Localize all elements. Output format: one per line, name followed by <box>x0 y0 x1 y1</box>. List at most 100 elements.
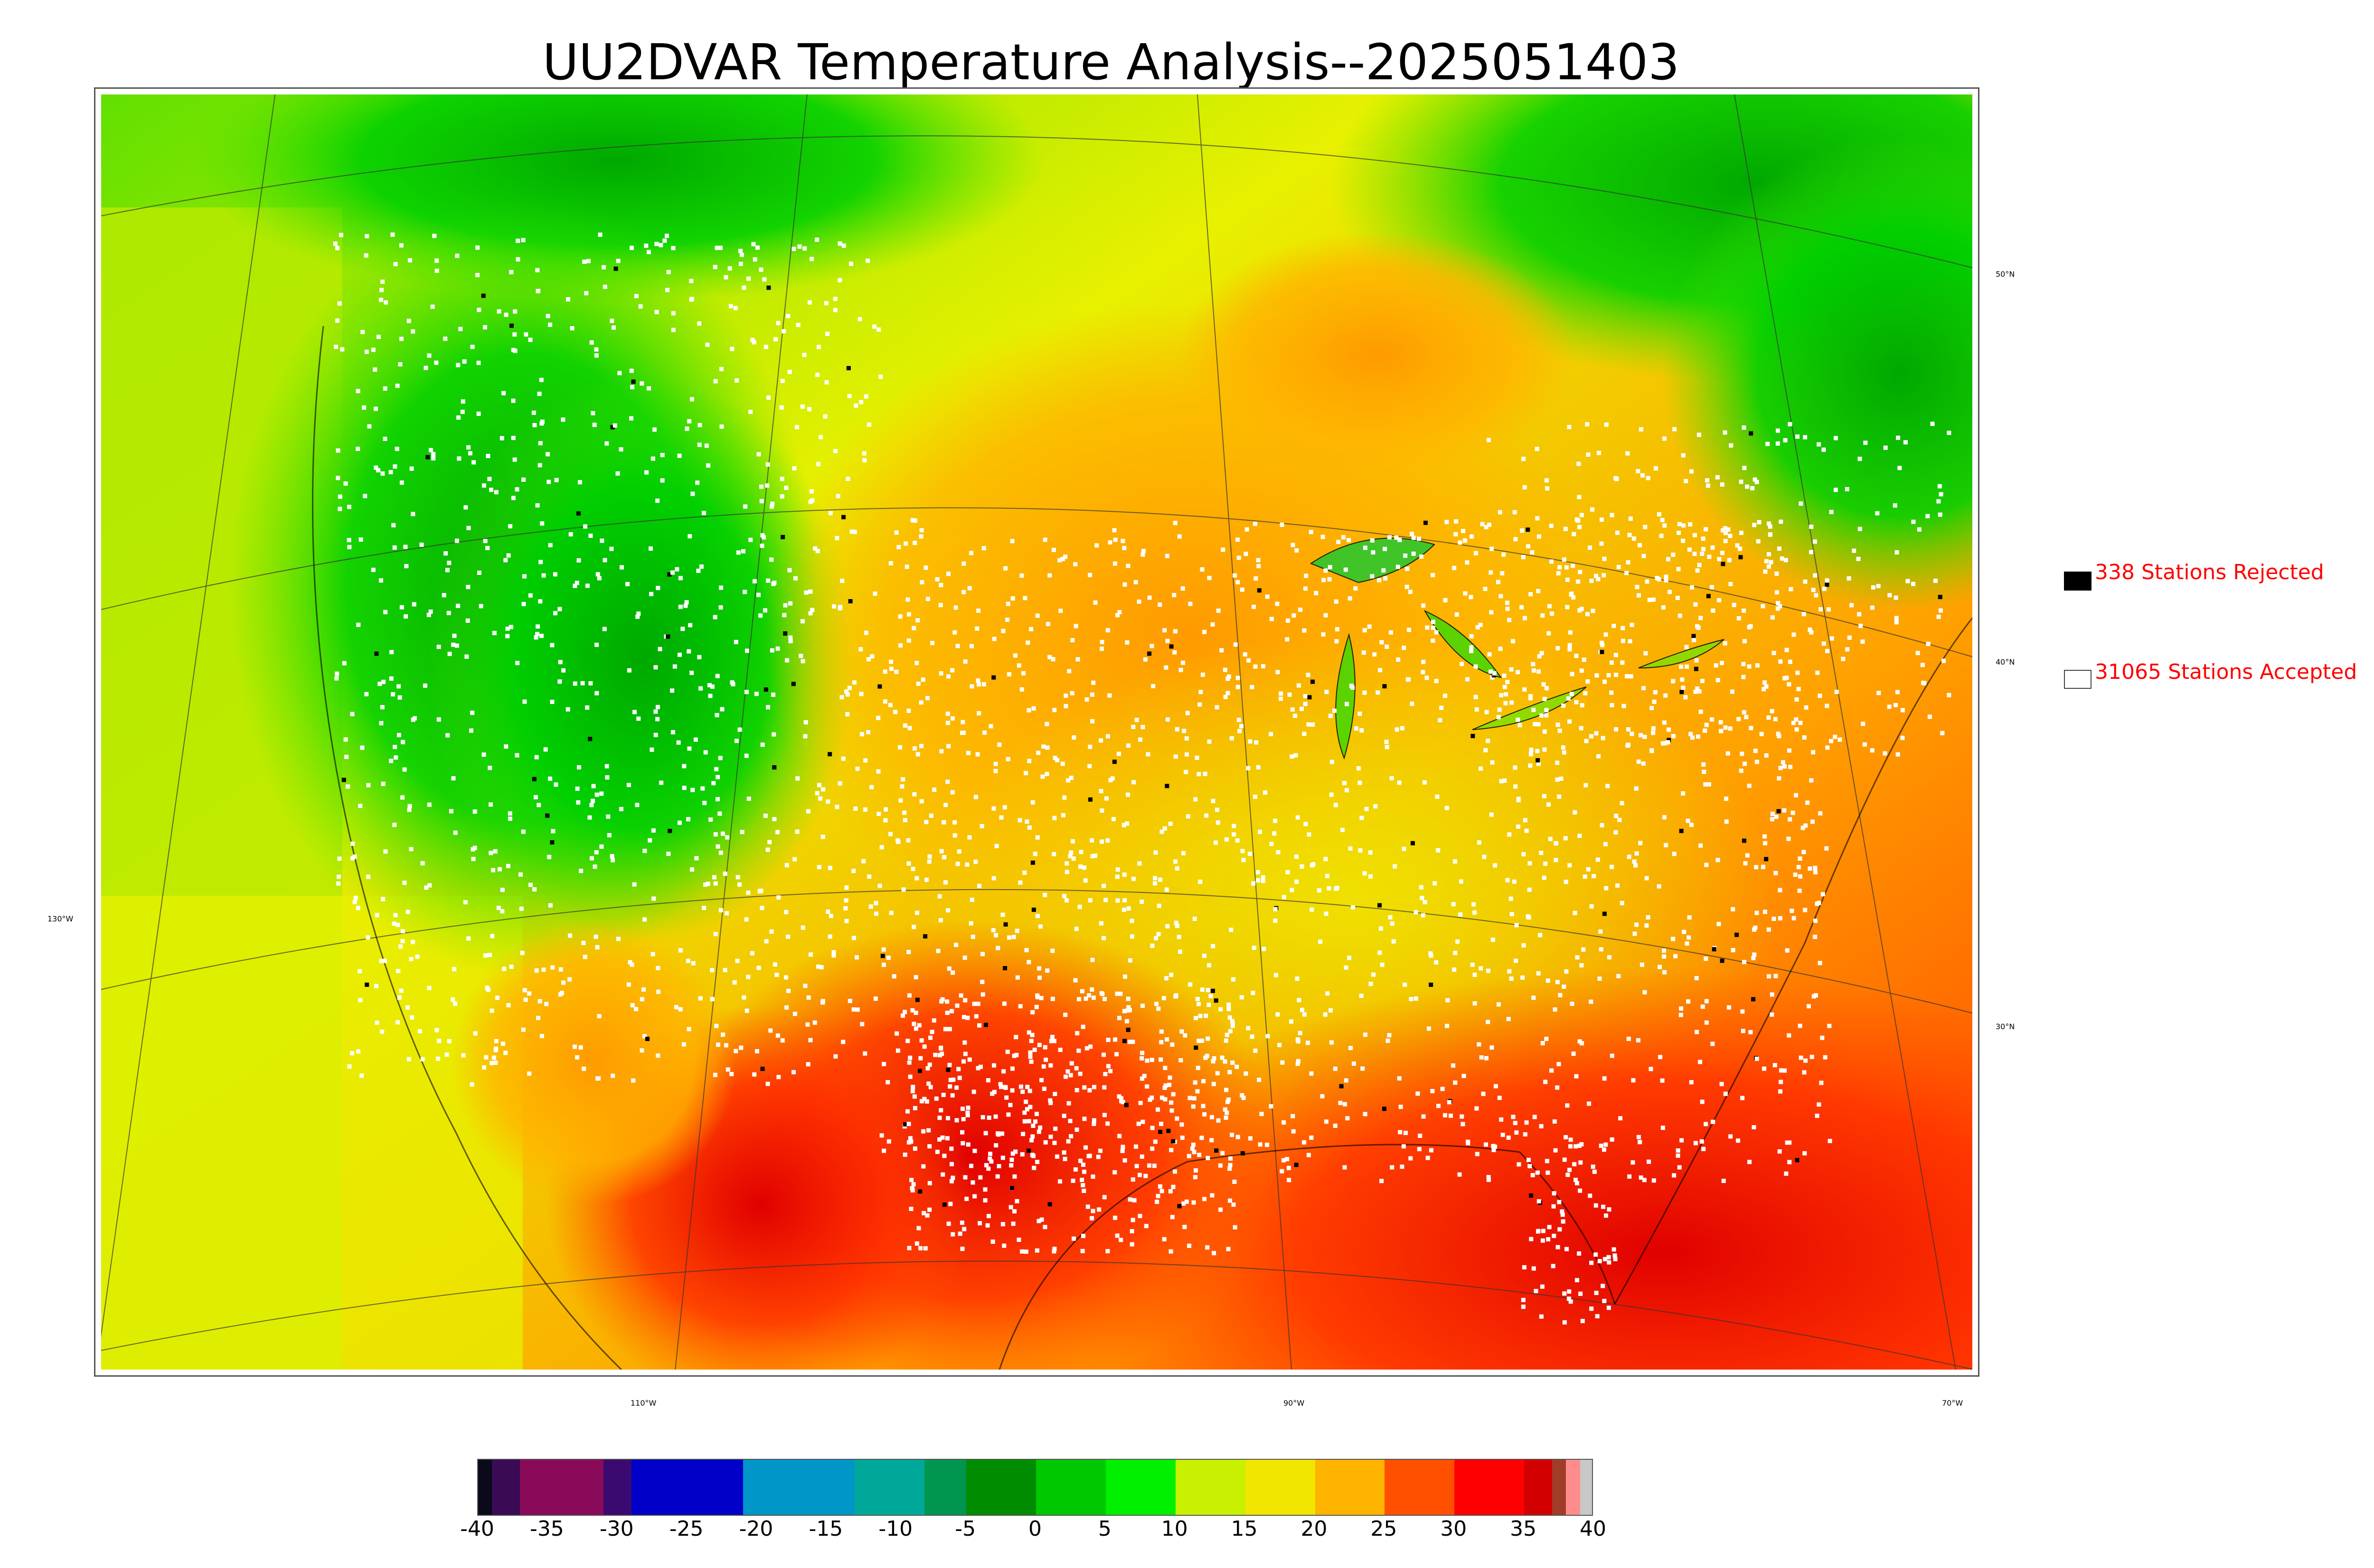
station-accepted-marker <box>381 679 386 684</box>
station-accepted-marker <box>1077 997 1082 1002</box>
station-accepted-marker <box>1294 854 1299 859</box>
station-accepted-marker <box>1131 876 1136 881</box>
station-accepted-marker <box>427 353 432 358</box>
station-accepted-marker <box>1253 521 1257 526</box>
station-accepted-marker <box>628 960 632 965</box>
station-accepted-marker <box>1473 695 1478 699</box>
station-accepted-marker <box>534 755 539 760</box>
station-accepted-marker <box>1207 739 1212 744</box>
station-accepted-marker <box>1013 1149 1018 1154</box>
station-accepted-marker <box>654 242 659 246</box>
station-accepted-marker <box>1723 539 1728 544</box>
station-accepted-marker <box>838 278 842 282</box>
station-accepted-marker <box>1170 1042 1175 1047</box>
station-accepted-marker <box>1484 1142 1488 1147</box>
station-accepted-marker <box>612 423 617 428</box>
station-accepted-marker <box>1561 1219 1565 1224</box>
station-accepted-marker <box>1739 769 1743 773</box>
station-accepted-marker <box>1812 539 1817 544</box>
station-accepted-marker <box>786 314 791 319</box>
station-accepted-marker <box>1058 609 1063 613</box>
station-accepted-marker <box>1555 723 1560 727</box>
station-rejected-marker <box>631 379 636 384</box>
station-accepted-marker <box>1088 898 1093 902</box>
station-accepted-marker <box>1818 811 1823 816</box>
station-accepted-marker <box>788 635 793 640</box>
station-accepted-marker <box>939 999 944 1004</box>
station-accepted-marker <box>1302 1012 1307 1017</box>
station-accepted-marker <box>1403 982 1407 987</box>
station-accepted-marker <box>395 447 399 451</box>
station-accepted-marker <box>1199 1136 1204 1140</box>
station-accepted-marker <box>980 952 985 957</box>
station-accepted-marker <box>589 340 594 345</box>
station-accepted-marker <box>810 257 814 262</box>
station-accepted-marker <box>396 732 401 737</box>
station-accepted-marker <box>735 958 740 963</box>
station-rejected-marker <box>1031 907 1036 912</box>
station-accepted-marker <box>1211 1059 1215 1064</box>
station-accepted-marker <box>375 1020 379 1025</box>
station-accepted-marker <box>1555 1085 1560 1090</box>
station-accepted-marker <box>1204 1014 1208 1018</box>
station-accepted-marker <box>1259 1112 1264 1116</box>
station-accepted-marker <box>1090 1216 1094 1221</box>
station-accepted-marker <box>1657 884 1661 889</box>
station-accepted-marker <box>1413 996 1418 1001</box>
station-accepted-marker <box>1419 554 1424 559</box>
station-accepted-marker <box>532 423 537 427</box>
station-accepted-marker <box>1345 788 1349 793</box>
station-accepted-marker <box>1692 638 1696 642</box>
station-accepted-marker <box>1073 562 1078 567</box>
station-accepted-marker <box>347 1064 352 1069</box>
station-accepted-marker <box>1372 652 1377 657</box>
station-accepted-marker <box>1489 812 1494 817</box>
station-accepted-marker <box>1825 704 1829 708</box>
colorbar-segment <box>492 1460 521 1515</box>
station-accepted-marker <box>989 724 993 729</box>
station-accepted-marker <box>397 995 402 1000</box>
station-accepted-marker <box>343 481 348 486</box>
station-accepted-marker <box>1508 896 1513 901</box>
station-rejected-marker <box>1938 595 1942 600</box>
station-accepted-marker <box>965 1015 970 1020</box>
station-accepted-marker <box>650 952 655 957</box>
station-accepted-marker <box>913 541 917 545</box>
station-accepted-marker <box>1863 441 1868 445</box>
station-accepted-marker <box>575 786 580 791</box>
station-accepted-marker <box>1576 579 1581 584</box>
station-accepted-marker <box>876 715 881 720</box>
station-accepted-marker <box>1554 841 1559 846</box>
station-accepted-marker <box>750 338 755 342</box>
station-accepted-marker <box>1770 992 1774 997</box>
station-accepted-marker <box>1496 715 1501 720</box>
station-accepted-marker <box>924 877 929 882</box>
station-accepted-marker <box>1407 628 1411 632</box>
station-accepted-marker <box>1215 1071 1220 1076</box>
station-accepted-marker <box>1015 929 1019 933</box>
station-accepted-marker <box>1743 639 1747 644</box>
station-accepted-marker <box>1539 651 1544 656</box>
station-accepted-marker <box>1232 832 1236 837</box>
station-accepted-marker <box>671 328 676 332</box>
station-accepted-marker <box>1463 591 1468 596</box>
station-accepted-marker <box>1197 1039 1202 1043</box>
station-accepted-marker <box>1019 687 1024 692</box>
station-accepted-marker <box>983 1198 988 1202</box>
station-accepted-marker <box>801 925 805 930</box>
station-accepted-marker <box>909 1207 914 1211</box>
station-accepted-marker <box>1837 737 1842 742</box>
station-accepted-marker <box>1190 1146 1195 1151</box>
station-accepted-marker <box>1803 908 1808 912</box>
station-accepted-marker <box>1197 702 1202 707</box>
station-accepted-marker <box>1165 1037 1169 1042</box>
colorbar-segment <box>855 1460 925 1515</box>
station-accepted-marker <box>1536 761 1541 766</box>
station-accepted-marker <box>1400 726 1404 731</box>
station-rejected-marker <box>1429 982 1433 987</box>
station-accepted-marker <box>836 494 840 498</box>
station-accepted-marker <box>537 463 542 468</box>
station-accepted-marker <box>1528 592 1533 597</box>
station-accepted-marker <box>1613 830 1618 835</box>
station-accepted-marker <box>1265 594 1270 599</box>
